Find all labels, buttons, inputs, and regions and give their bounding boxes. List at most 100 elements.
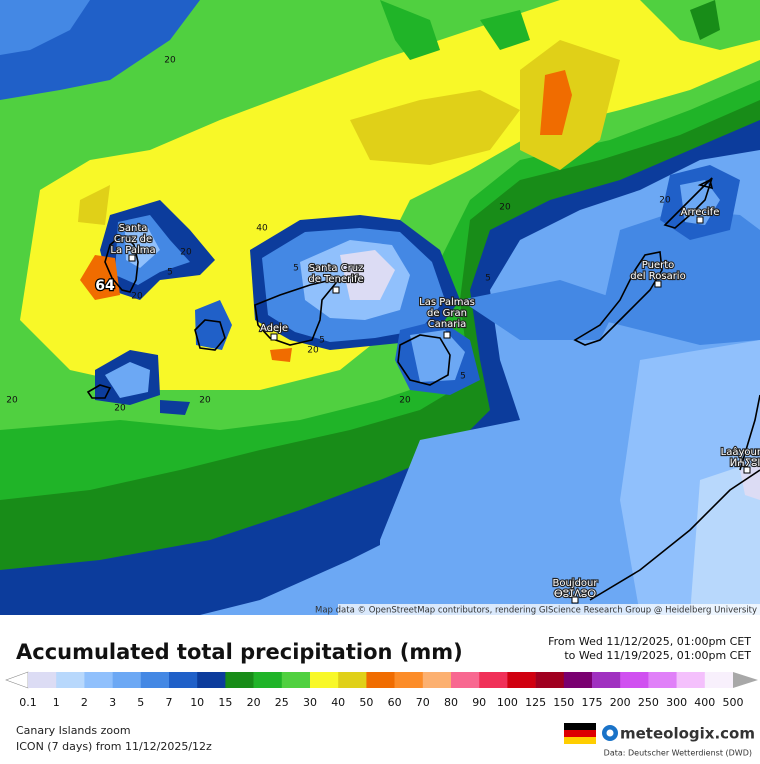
- period-from: From Wed 11/12/2025, 01:00pm CET: [548, 635, 751, 648]
- colorbar-label: 200: [610, 696, 631, 709]
- arrow-low: [5, 671, 29, 689]
- city-label: La Palma: [110, 245, 155, 256]
- colorbar-label: 300: [666, 696, 687, 709]
- contour-label: 5: [293, 264, 299, 274]
- colorbar-label: 0.1: [19, 696, 37, 709]
- flag: [564, 723, 596, 744]
- colorbar-label: 40: [331, 696, 345, 709]
- colorbar-label: 90: [472, 696, 486, 709]
- colorbar-label: 100: [497, 696, 518, 709]
- colorbar-label: 7: [166, 696, 173, 709]
- attribution: Map data © OpenStreetMap contributors, r…: [315, 606, 757, 616]
- contour-label: 5: [167, 268, 173, 278]
- color-swatch: [253, 672, 283, 688]
- max-label: 64: [95, 278, 115, 294]
- colorbar-label: 5: [137, 696, 144, 709]
- colorbar-label: 2: [81, 696, 88, 709]
- city-label: Cruz de: [114, 234, 152, 245]
- contour-label: 20: [114, 404, 126, 414]
- city-marker: [654, 280, 662, 288]
- colorbar-label: 15: [218, 696, 232, 709]
- colorbar-label: 30: [303, 696, 317, 709]
- colorbar-label: 70: [416, 696, 430, 709]
- contour-label: 20: [6, 396, 18, 406]
- colorbar-label: 500: [723, 696, 744, 709]
- contour-label: 20: [131, 292, 143, 302]
- contour-label: 20: [180, 248, 192, 258]
- color-swatch: [479, 672, 508, 688]
- city-label: Canaria: [428, 319, 467, 330]
- city-marker: [571, 596, 579, 604]
- color-swatch: [28, 672, 57, 688]
- contour-label: 20: [164, 56, 176, 66]
- contour-label: 20: [399, 396, 411, 406]
- colorbar-label: 250: [638, 696, 659, 709]
- colorbar-label: 150: [553, 696, 574, 709]
- region: Canary Islands zoom: [16, 724, 131, 737]
- color-swatch: [84, 672, 113, 688]
- color-swatch: [197, 672, 226, 688]
- city-marker: [332, 286, 340, 294]
- color-swatch: [704, 672, 734, 688]
- city-label: Boujdour: [552, 578, 598, 589]
- colorbar-label: 25: [275, 696, 289, 709]
- contour-label: 5: [460, 372, 466, 382]
- city-label: Adeje: [260, 323, 288, 334]
- color-swatch: [563, 672, 593, 688]
- city-label: ⴱⵓⵊⴷⵓⵔ: [554, 589, 596, 600]
- city-label: Laâyoune: [721, 446, 760, 458]
- city-label: de Gran: [427, 308, 467, 319]
- colorbar-label: 20: [247, 696, 261, 709]
- colorbar-label: 400: [694, 696, 715, 709]
- color-swatch: [592, 672, 621, 688]
- color-swatch: [394, 672, 424, 688]
- color-swatch: [225, 672, 254, 688]
- title: Accumulated total precipitation (mm): [16, 640, 463, 664]
- color-swatch: [310, 672, 339, 688]
- city-label: Santa Cruz: [309, 263, 364, 274]
- city-marker: [696, 216, 704, 224]
- brand[interactable]: meteologix.com: [620, 725, 755, 743]
- contour-label: 5: [485, 274, 491, 284]
- color-swatch: [535, 672, 565, 688]
- city-marker: [128, 254, 136, 262]
- color-swatch: [366, 672, 395, 688]
- city-label: de Tenerife: [308, 274, 363, 285]
- color-swatch: [140, 672, 170, 688]
- city-label: ⵍⵄⵢⵓⵏ: [730, 458, 760, 469]
- logo-dot: [606, 729, 614, 737]
- colorbar-label: 80: [444, 696, 458, 709]
- colorbar-label: 1: [53, 696, 60, 709]
- contour-label: 40: [256, 224, 268, 234]
- city-label: Puerto: [642, 260, 675, 271]
- colorbar-label: 60: [388, 696, 402, 709]
- city-label: Arrecife: [681, 207, 720, 218]
- color-swatch: [676, 672, 706, 688]
- source: Data: Deutscher Wetterdienst (DWD): [604, 749, 752, 758]
- color-swatch: [422, 672, 452, 688]
- colorbar-label: 125: [525, 696, 546, 709]
- city-marker: [270, 333, 278, 341]
- color-swatch: [56, 672, 85, 688]
- contour-label: 5: [319, 336, 325, 346]
- color-swatch: [169, 672, 198, 688]
- color-swatch: [451, 672, 480, 688]
- colorbar-label: 3: [109, 696, 116, 709]
- color-swatch: [620, 672, 649, 688]
- color-swatch: [112, 672, 142, 688]
- contour-label: 20: [499, 203, 511, 213]
- colorbar-label: 10: [190, 696, 204, 709]
- colorbar: 0.1 1 2 3 5 7 10 15 20 25 30 40 50 60 70 80 90 100 125 150 1…: [5, 671, 758, 709]
- contour-labels: 20 20 20 20 20 20 20 20 20 20 40 5 5 5 5 5 64: [6, 56, 671, 414]
- contour-label: 20: [199, 396, 211, 406]
- color-swatch: [338, 672, 367, 688]
- city-label: Santa: [119, 223, 148, 234]
- colorbar-label: 50: [359, 696, 373, 709]
- arrow-high: [733, 672, 758, 688]
- city-marker: [743, 466, 751, 474]
- colorbar-label: 175: [582, 696, 603, 709]
- color-swatch: [507, 672, 536, 688]
